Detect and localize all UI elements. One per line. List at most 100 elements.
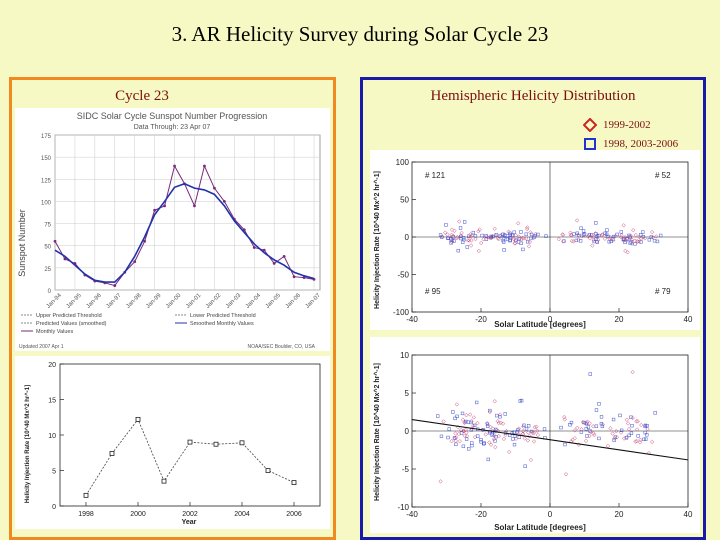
data-point — [450, 233, 456, 239]
data-point — [441, 419, 446, 424]
data-point — [605, 443, 611, 449]
y-tick-label: 75 — [44, 223, 51, 229]
panel-title: Hemispheric Helicity Distribution — [430, 88, 636, 104]
data-point — [527, 239, 532, 245]
data-point — [445, 232, 450, 237]
data-point — [457, 219, 462, 224]
y-tick-label: 50 — [400, 196, 409, 205]
x-tick-label: 2000 — [130, 511, 146, 518]
x-tick-label: 0 — [548, 510, 553, 519]
data-point — [454, 402, 460, 407]
data-point — [575, 425, 580, 430]
data-point — [544, 234, 548, 238]
data-point — [455, 235, 460, 240]
data-point — [446, 236, 450, 240]
data-point — [594, 237, 598, 241]
data-point — [597, 436, 601, 441]
data-point — [629, 240, 633, 244]
data-point — [629, 237, 634, 242]
y-tick-label: 0 — [405, 233, 410, 242]
data-point — [506, 229, 511, 234]
scatter2-ylabel: Helicity Injection Rate [10^40 Mx^2 hr^-… — [373, 363, 381, 501]
y-tick-label: 10 — [400, 351, 409, 360]
x-tick-label: 20 — [615, 510, 624, 519]
data-point — [495, 413, 499, 418]
data-point — [602, 236, 608, 241]
data-point — [542, 427, 547, 431]
data-point — [599, 232, 605, 238]
x-tick-label: Jan-00 — [165, 292, 183, 310]
data-point — [447, 427, 451, 431]
data-point — [579, 430, 584, 434]
y-tick-label: 100 — [41, 200, 52, 206]
data-point — [524, 427, 529, 431]
data-point — [470, 233, 475, 238]
data-point — [629, 431, 634, 435]
data-point — [561, 232, 566, 237]
series-line — [85, 418, 295, 496]
data-point — [591, 431, 596, 436]
data-point — [619, 428, 624, 432]
data-point — [212, 186, 216, 190]
data-point — [633, 439, 638, 444]
data-point — [613, 233, 618, 239]
y-tick-label: 5 — [52, 469, 56, 476]
y-tick-label: 150 — [41, 156, 52, 162]
data-point — [623, 235, 628, 240]
data-point — [488, 408, 492, 413]
data-point — [465, 238, 470, 243]
data-point — [449, 241, 453, 245]
data-point — [442, 230, 448, 235]
data-point — [581, 229, 586, 233]
y-tick-label: 0 — [52, 504, 56, 511]
data-point — [530, 429, 534, 434]
sunspot-footer-right: NOAA/SEC Boulder, CO, USA — [247, 344, 315, 350]
data-point — [482, 442, 486, 446]
data-point — [63, 257, 67, 261]
x-tick-label: Jan-05 — [265, 292, 283, 310]
y-tick-label: 50 — [44, 245, 51, 251]
data-point — [173, 164, 176, 168]
data-point — [488, 424, 493, 430]
data-point — [452, 435, 458, 441]
data-point — [475, 420, 480, 426]
x-tick-label: Jan-01 — [185, 292, 203, 310]
helicity-by-year-svg: Helicity Injection Rate [10^40 Mx^2 hr^-… — [25, 362, 321, 526]
sunspot-chart-subtitle: Data Through: 23 Apr 07 — [134, 124, 211, 131]
x-tick-label: 2002 — [182, 511, 198, 518]
data-point — [464, 437, 469, 441]
data-point — [476, 229, 481, 234]
data-point — [461, 428, 466, 434]
data-point — [611, 238, 616, 243]
data-point — [562, 417, 567, 422]
data-point — [486, 424, 490, 428]
y-tick-label: 100 — [396, 158, 410, 167]
data-point — [625, 250, 630, 255]
data-point — [459, 230, 464, 236]
data-point — [579, 233, 585, 239]
data-point — [446, 236, 451, 240]
data-point — [587, 421, 592, 426]
x-tick-label: Jan-97 — [105, 292, 123, 310]
data-point — [584, 427, 588, 431]
data-point — [503, 234, 507, 238]
annotation-count: # 121 — [425, 171, 446, 180]
data-point — [624, 436, 629, 440]
data-point — [516, 221, 521, 226]
data-point — [469, 420, 473, 425]
data-point — [485, 235, 491, 240]
sunspot-chart-svg: SIDC Solar Cycle Sunspot Number Progress… — [17, 111, 322, 350]
data-point — [643, 424, 647, 429]
data-point — [628, 233, 633, 238]
data-point — [492, 226, 497, 231]
data-point — [516, 234, 522, 239]
data-point — [468, 232, 473, 237]
data-point — [525, 225, 530, 230]
data-point — [476, 248, 481, 254]
data-point — [607, 240, 611, 244]
data-point — [488, 442, 494, 447]
data-point — [453, 431, 458, 436]
data-point — [479, 240, 484, 246]
data-point — [486, 457, 490, 462]
data-point — [512, 442, 517, 447]
